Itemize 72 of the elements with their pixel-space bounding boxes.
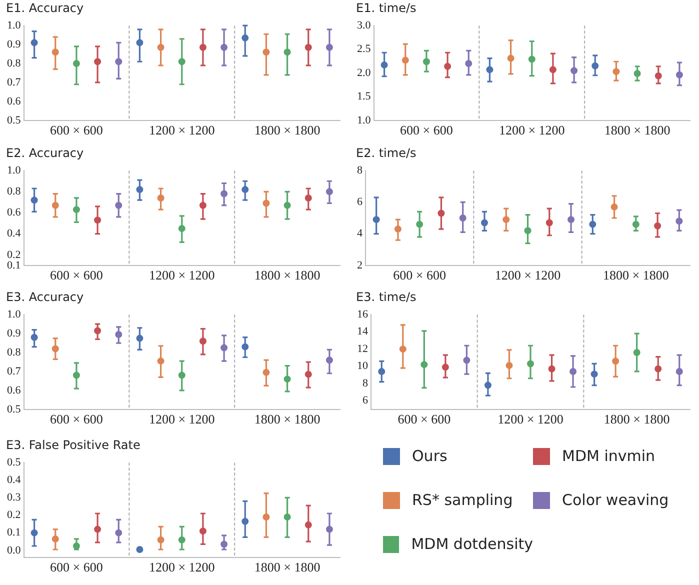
y-tick-label: 0.8 bbox=[7, 57, 22, 70]
y-tick-label: 0.6 bbox=[7, 95, 22, 108]
y-tick-label: 0.8 bbox=[7, 186, 22, 198]
y-tick-label: 0.9 bbox=[7, 38, 22, 50]
x-tick-label: 1800 × 1800 bbox=[604, 412, 670, 427]
x-tick-label: 600 × 600 bbox=[393, 268, 446, 283]
y-tick-label: 10 bbox=[357, 360, 368, 372]
y-tick-label: 12 bbox=[357, 342, 368, 355]
x-tick-label: 1800 × 1800 bbox=[254, 560, 320, 575]
y-tick-label: 0.8 bbox=[7, 346, 22, 358]
y-tick-label: 1.0 bbox=[7, 164, 22, 176]
x-tick-label: 600 × 600 bbox=[398, 412, 451, 427]
x-tick-label: 1200 × 1200 bbox=[494, 268, 561, 283]
chart-title: E3. False Positive Rate bbox=[6, 438, 140, 452]
x-tick-label: 1800 × 1800 bbox=[254, 122, 320, 138]
legend-label: RS* sampling bbox=[412, 491, 513, 509]
y-tick-label: 0.1 bbox=[7, 259, 21, 272]
x-tick-label: 1200 × 1200 bbox=[498, 412, 564, 427]
y-tick-label: 2.0 bbox=[357, 66, 372, 79]
y-tick-label: 8 bbox=[362, 377, 368, 390]
y-tick-label: 0.5 bbox=[7, 403, 22, 416]
x-tick-label: 1200 × 1200 bbox=[148, 560, 215, 575]
y-tick-label: 1.5 bbox=[357, 90, 372, 103]
x-tick-label: 1200 × 1200 bbox=[148, 412, 215, 427]
y-tick-label: 4 bbox=[357, 228, 363, 240]
legend-label: MDM dotdensity bbox=[411, 535, 533, 553]
legend-label: MDM invmin bbox=[562, 447, 656, 465]
chart-title: E1. time/s bbox=[355, 0, 418, 16]
y-tick-label: 1.0 bbox=[357, 114, 372, 126]
y-tick-label: 0.6 bbox=[7, 206, 22, 219]
chart-title: E1. Accuracy bbox=[5, 0, 85, 16]
y-tick-label: 1.0 bbox=[7, 19, 22, 32]
y-tick-label: 0.5 bbox=[7, 456, 22, 468]
x-tick-label: 600 × 600 bbox=[50, 560, 103, 575]
y-tick-label: 0.5 bbox=[7, 114, 22, 126]
y-tick-label: 2 bbox=[357, 259, 362, 272]
y-tick-label: 0.1 bbox=[7, 526, 21, 539]
y-tick-label: 0.0 bbox=[7, 544, 22, 556]
x-tick-label: 600 × 600 bbox=[50, 268, 103, 283]
y-tick-label: 16 bbox=[357, 308, 368, 320]
chart-title: E3. Accuracy bbox=[5, 289, 85, 305]
y-tick-label: 1.0 bbox=[7, 308, 22, 320]
legend-label: Color weaving bbox=[562, 491, 669, 509]
y-tick-label: 8 bbox=[357, 164, 363, 176]
y-tick-label: 0.3 bbox=[7, 492, 22, 504]
x-tick-label: 1800 × 1800 bbox=[254, 268, 320, 283]
chart-title: E3. time/s bbox=[355, 289, 418, 305]
x-tick-label: 600 × 600 bbox=[50, 122, 103, 138]
y-tick-label: 2.5 bbox=[357, 43, 372, 56]
y-tick-label: 0.4 bbox=[7, 228, 22, 240]
x-tick-label: 1200 × 1200 bbox=[148, 268, 215, 283]
x-tick-label: 1800 × 1800 bbox=[604, 122, 670, 138]
y-tick-label: 0.7 bbox=[7, 76, 22, 88]
y-tick-label: 0.4 bbox=[7, 474, 22, 486]
y-tick-label: 3.0 bbox=[357, 19, 372, 32]
y-tick-label: 0.7 bbox=[7, 365, 22, 378]
y-tick-label: 6 bbox=[357, 196, 363, 208]
y-tick-label: 14 bbox=[357, 326, 368, 338]
chart-title: E2. Accuracy bbox=[5, 145, 85, 161]
y-tick-label: 0.6 bbox=[7, 384, 22, 396]
y-tick-label: 6 bbox=[362, 394, 368, 407]
chart-title: E2. time/s bbox=[355, 145, 418, 161]
y-tick-label: 0.2 bbox=[7, 248, 21, 261]
x-tick-label: 1800 × 1800 bbox=[254, 412, 320, 427]
x-tick-label: 600 × 600 bbox=[50, 412, 103, 427]
x-tick-label: 1800 × 1800 bbox=[602, 268, 669, 283]
x-tick-label: 1200 × 1200 bbox=[498, 122, 565, 138]
y-tick-label: 0.9 bbox=[7, 327, 22, 340]
x-tick-label: 600 × 600 bbox=[400, 122, 453, 138]
legend-label: Ours bbox=[412, 447, 448, 465]
x-tick-label: 1200 × 1200 bbox=[148, 122, 215, 138]
y-tick-label: 0.2 bbox=[7, 509, 21, 522]
